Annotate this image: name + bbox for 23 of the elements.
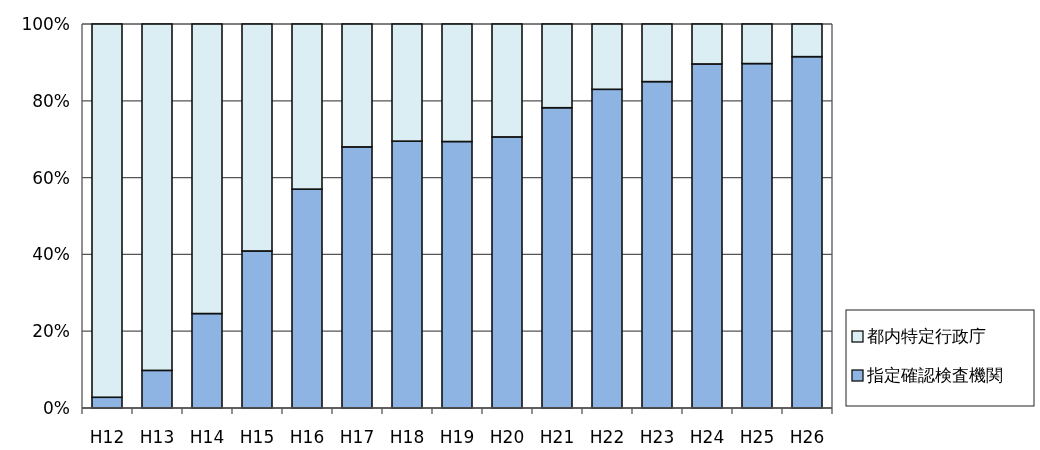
x-tick-label: H12: [89, 427, 125, 447]
x-tick-label: H22: [589, 427, 625, 447]
x-tick-label: H21: [539, 427, 575, 447]
x-tick-label: H18: [389, 427, 425, 447]
y-tick-label: 100%: [21, 14, 70, 34]
legend-label: 都内特定行政庁: [867, 326, 986, 346]
x-tick-label: H26: [789, 427, 825, 447]
x-tick-label: H16: [289, 427, 325, 447]
x-tick-label: H25: [739, 427, 775, 447]
x-tick-label: H14: [189, 427, 225, 447]
x-tick-label: H23: [639, 427, 675, 447]
x-tick-label: H17: [339, 427, 375, 447]
x-tick-label: H15: [239, 427, 275, 447]
legend-label: 指定確認検査機関: [866, 365, 1003, 385]
y-tick-label: 40%: [32, 244, 70, 265]
y-tick-label: 0%: [43, 398, 70, 418]
y-tick-label: 60%: [32, 167, 70, 188]
x-tick-label: H19: [439, 427, 475, 447]
x-tick-label: H24: [689, 427, 725, 447]
y-tick-label: 20%: [32, 321, 70, 342]
x-tick-label: H20: [489, 427, 525, 447]
x-tick-label: H13: [139, 427, 175, 447]
y-tick-label: 80%: [32, 90, 70, 111]
